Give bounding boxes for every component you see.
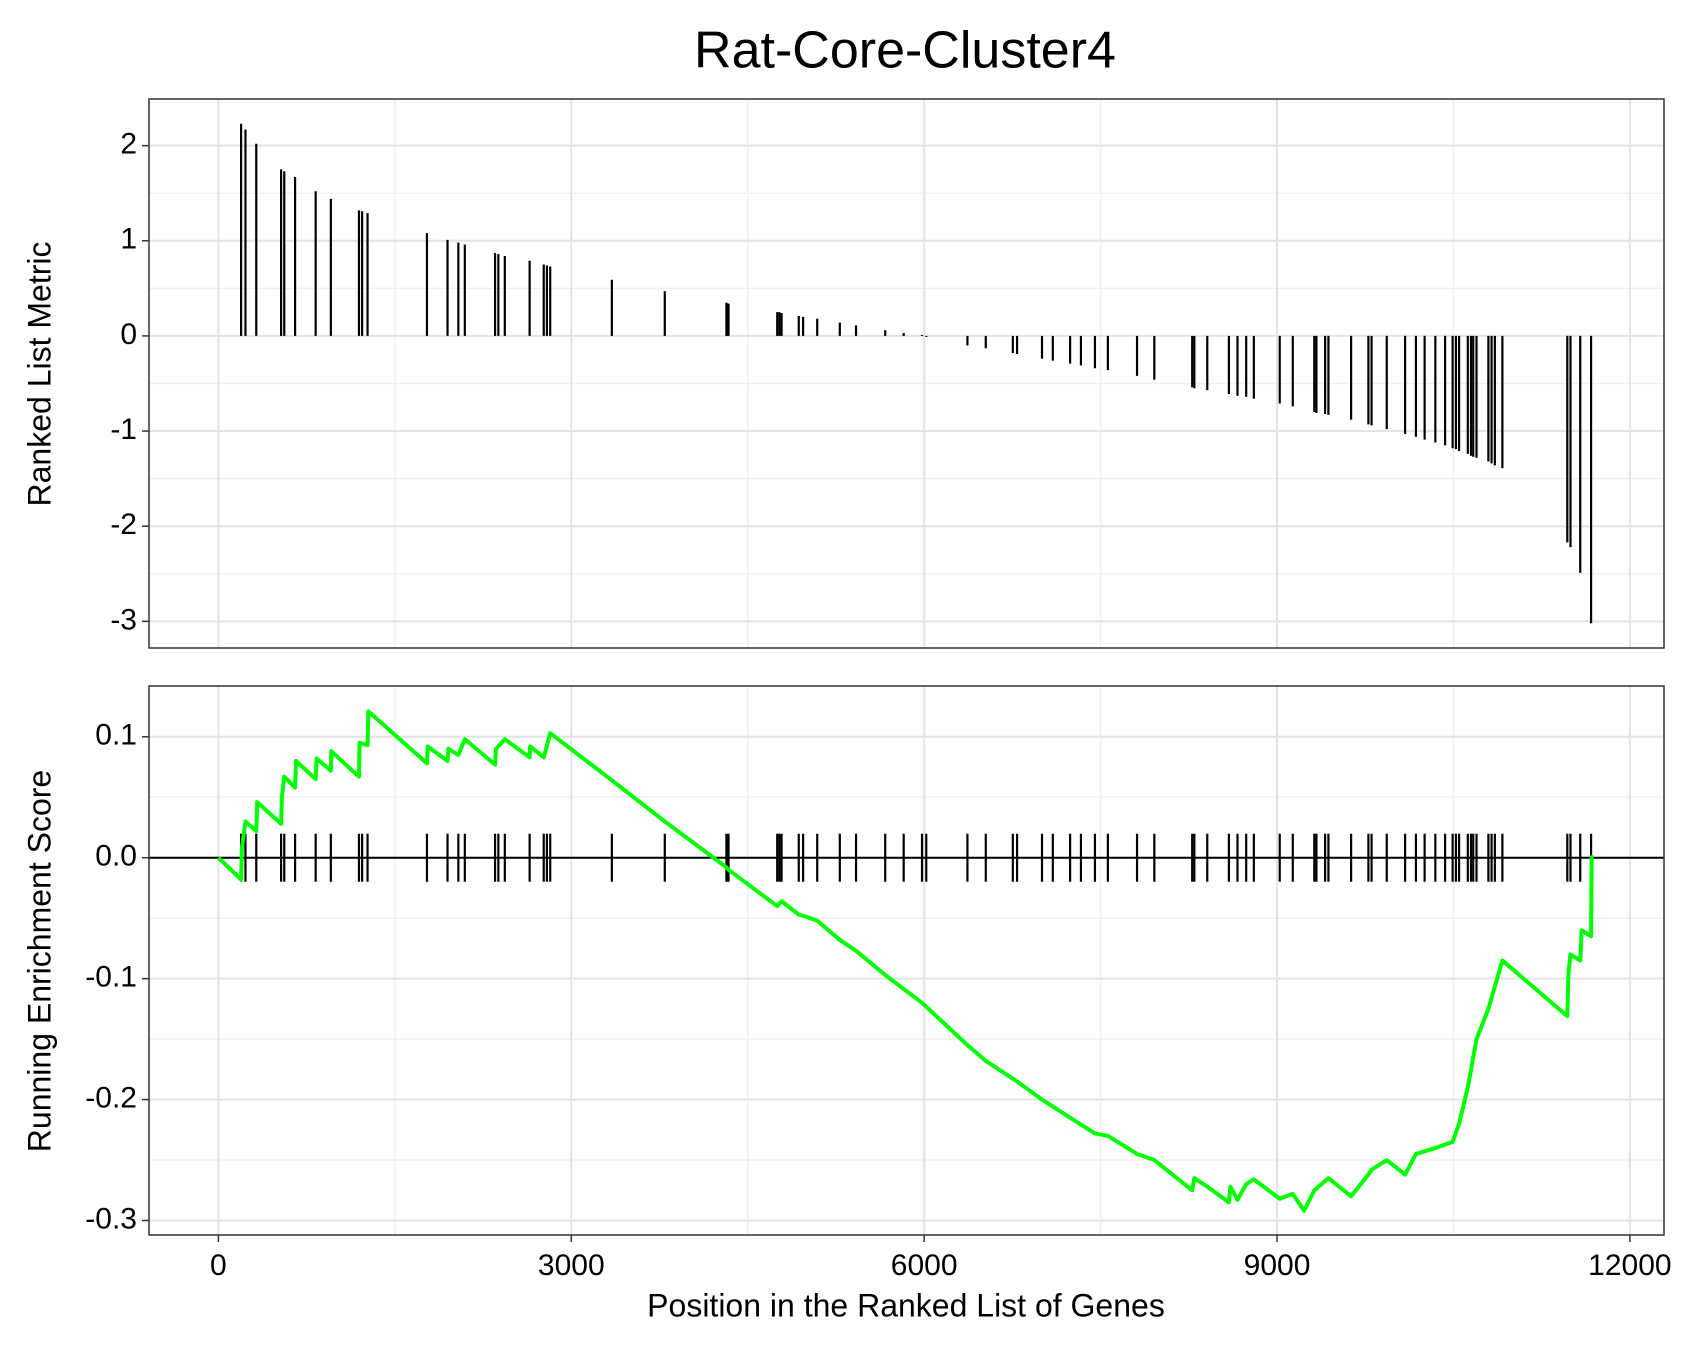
- panel-border: [148, 685, 1665, 1236]
- y-axis-label: Ranked List Metric: [21, 242, 57, 507]
- y-tick-label: 0: [120, 318, 137, 351]
- panel-border: [148, 98, 1665, 649]
- y-tick-label: -3: [110, 603, 137, 636]
- y-tick-label: -0.1: [85, 961, 137, 994]
- y-axis-label: Running Enrichment Score: [21, 770, 57, 1152]
- y-tick-label: 0.0: [95, 840, 137, 873]
- x-tick-label: 9000: [1244, 1249, 1311, 1282]
- y-tick-label: -0.2: [85, 1081, 137, 1114]
- y-tick-label: 2: [120, 128, 137, 161]
- y-tick-label: 1: [120, 223, 137, 256]
- x-axis-label: Position in the Ranked List of Genes: [647, 1287, 1165, 1323]
- y-tick-label: -0.3: [85, 1202, 137, 1235]
- y-tick-label: 0.1: [95, 719, 137, 752]
- x-tick-label: 12000: [1588, 1249, 1671, 1282]
- x-tick-label: 3000: [538, 1249, 605, 1282]
- enrichment-line: [217, 709, 1594, 1213]
- y-tick-label: -1: [110, 413, 137, 446]
- x-tick-label: 6000: [891, 1249, 958, 1282]
- x-tick-label: 0: [210, 1249, 227, 1282]
- chart-title: Rat-Core-Cluster4: [694, 22, 1116, 80]
- panel-background: [149, 686, 1664, 1235]
- y-tick-label: -2: [110, 508, 137, 541]
- panel-background: [149, 99, 1664, 648]
